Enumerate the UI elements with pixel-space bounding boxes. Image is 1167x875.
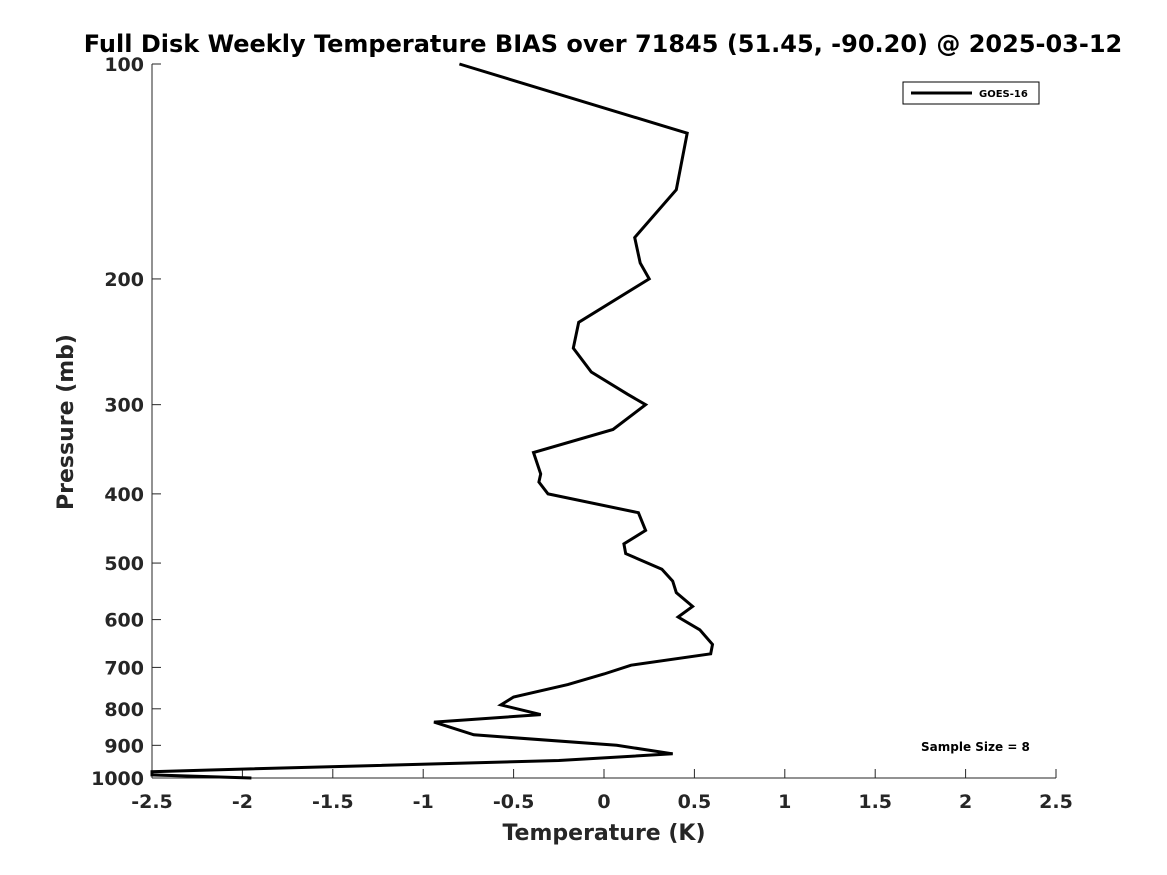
y-axis-ticks: 100 200 300 400 500 600 700 800 900 1000	[91, 54, 161, 790]
y-tick-label: 200	[104, 269, 144, 291]
y-tick-label: 900	[104, 735, 144, 757]
y-tick-label: 100	[104, 54, 144, 76]
y-tick-label: 400	[104, 484, 144, 506]
x-axis-ticks: -2.5 -2 -1.5 -1 -0.5 0 0.5 1 1.5 2 2.5	[131, 769, 1073, 813]
y-tick-label: 800	[104, 699, 144, 721]
x-tick-label: 1	[778, 791, 791, 813]
x-tick-label: 2	[959, 791, 972, 813]
y-tick-label: 600	[104, 610, 144, 632]
chart-title: Full Disk Weekly Temperature BIAS over 7…	[84, 30, 1123, 58]
y-tick-label: 700	[104, 657, 144, 679]
x-tick-label: -0.5	[493, 791, 535, 813]
sample-size-annotation: Sample Size = 8	[921, 740, 1030, 754]
x-tick-label: -2.5	[131, 791, 173, 813]
x-tick-label: -1	[413, 791, 434, 813]
x-tick-label: 1.5	[858, 791, 892, 813]
y-tick-label: 500	[104, 553, 144, 575]
x-tick-label: -2	[232, 791, 253, 813]
x-tick-label: 0	[597, 791, 610, 813]
legend: GOES-16	[902, 81, 1040, 105]
legend-entry-label: GOES-16	[979, 89, 1028, 100]
y-tick-label: 300	[104, 395, 144, 417]
x-tick-label: 0.5	[678, 791, 712, 813]
x-axis-label: Temperature (K)	[502, 821, 705, 846]
x-tick-label: -1.5	[312, 791, 354, 813]
y-tick-label: 1000	[91, 768, 144, 790]
x-tick-label: 2.5	[1039, 791, 1073, 813]
series-line-goes-16	[150, 62, 715, 780]
plot-area	[150, 62, 715, 780]
y-axis-label: Pressure (mb)	[54, 334, 79, 510]
axes	[151, 64, 1056, 779]
